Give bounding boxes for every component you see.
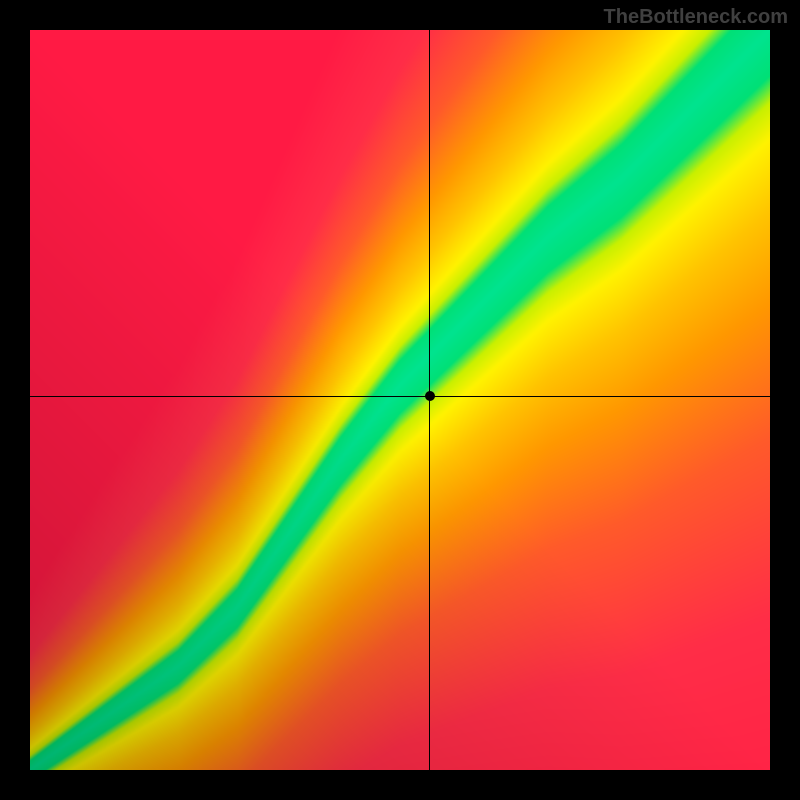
watermark-text: TheBottleneck.com [604, 6, 788, 29]
marker-point [425, 391, 435, 401]
heatmap-canvas [30, 30, 770, 770]
heatmap-plot [30, 30, 770, 770]
crosshair-horizontal [30, 396, 770, 397]
